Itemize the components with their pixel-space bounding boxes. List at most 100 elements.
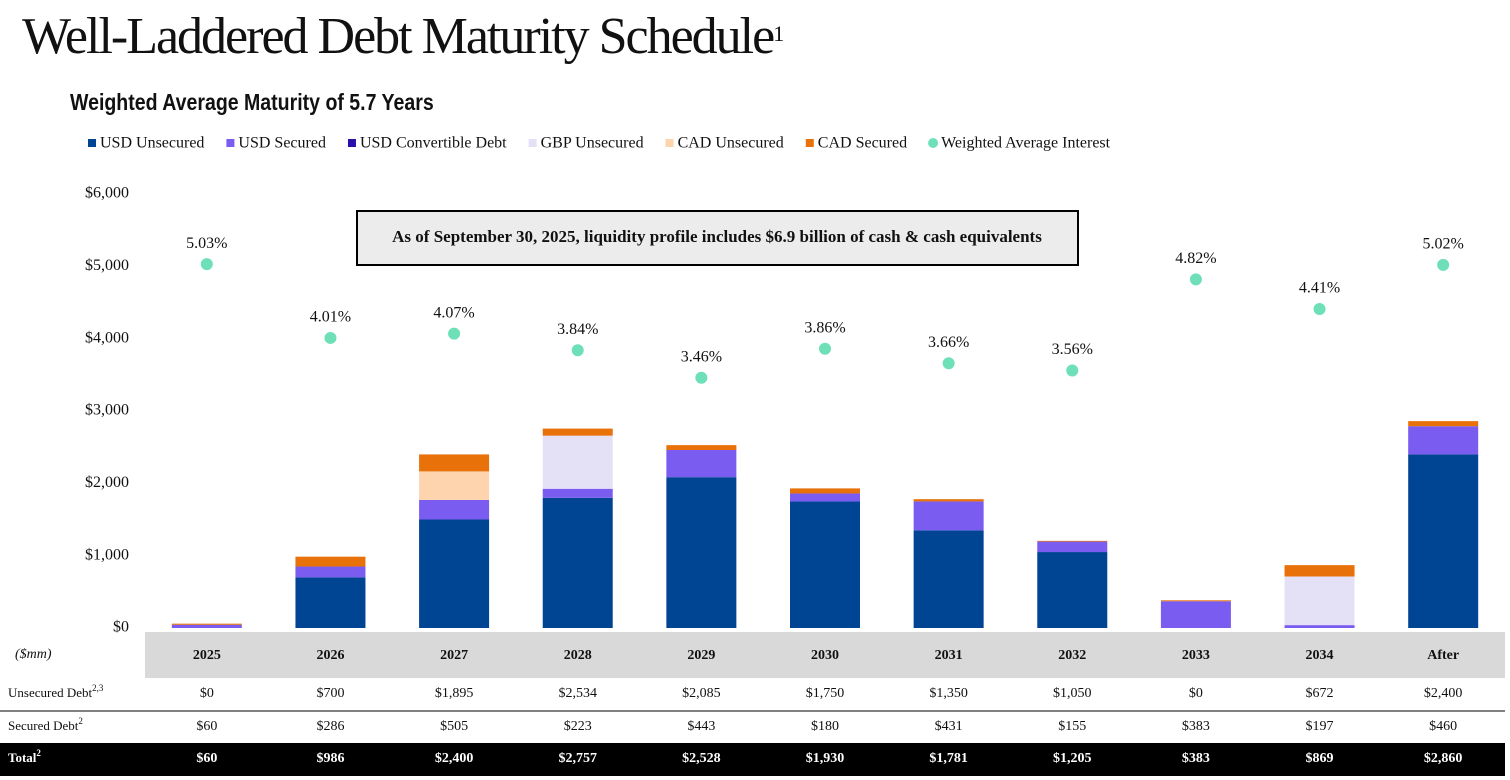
y-tick-label: $2,000 xyxy=(85,474,129,491)
data-label: 4.82% xyxy=(1175,250,1216,267)
bar-segment xyxy=(542,428,613,436)
bar-segment xyxy=(1408,421,1479,427)
bar-segment xyxy=(666,449,737,478)
total-row-bg xyxy=(0,743,1505,776)
row-label: Unsecured Debt2,3 xyxy=(8,683,104,700)
bar-segment xyxy=(542,488,613,498)
bar-segment xyxy=(1160,601,1231,628)
table-cell: $60 xyxy=(196,719,217,734)
table-cell: $2,400 xyxy=(1424,686,1463,701)
table-cell: $2,400 xyxy=(435,751,474,766)
y-tick-label: $0 xyxy=(113,619,129,636)
bar-segment xyxy=(1037,541,1108,553)
table-cell: $223 xyxy=(564,719,592,734)
table-cell: $155 xyxy=(1058,719,1086,734)
table-cell: $0 xyxy=(1189,686,1203,701)
x-tick-label: 2033 xyxy=(1182,648,1210,663)
interest-dot xyxy=(571,344,584,357)
legend-label: USD Unsecured xyxy=(100,135,204,152)
table-cell: $2,860 xyxy=(1424,751,1463,766)
row-label-note: 2,3 xyxy=(92,683,104,693)
annotation: As of September 30, 2025, liquidity prof… xyxy=(392,227,1042,246)
bar-segment xyxy=(419,471,490,500)
bar-segment xyxy=(171,624,242,628)
table-cell: $460 xyxy=(1429,719,1457,734)
x-tick-label: 2026 xyxy=(316,648,344,663)
legend-marker xyxy=(88,139,96,147)
table-cell: $1,050 xyxy=(1053,686,1092,701)
y-tick-label: $3,000 xyxy=(85,402,129,419)
table-cell: $1,205 xyxy=(1053,751,1092,766)
data-label: 3.56% xyxy=(1052,341,1093,358)
bar-segment xyxy=(666,477,737,628)
chart-title: Well-Laddered Debt Maturity Schedule xyxy=(22,8,774,65)
bar-segment xyxy=(1037,540,1108,542)
bar-segment xyxy=(419,519,490,628)
table-cell: $383 xyxy=(1182,751,1210,766)
table-cell: $286 xyxy=(316,719,344,734)
x-tick-label: 2027 xyxy=(440,648,468,663)
chart-title-group: Well-Laddered Debt Maturity Schedule1 xyxy=(22,8,783,65)
interest-dot xyxy=(1313,303,1326,316)
interest-dot xyxy=(1189,273,1202,286)
table-cell: $672 xyxy=(1306,686,1334,701)
y-tick-label: $1,000 xyxy=(85,546,129,563)
bar-segment xyxy=(295,556,366,567)
data-label: 5.03% xyxy=(186,235,227,252)
y-tick-label: $4,000 xyxy=(85,329,129,346)
legend-marker xyxy=(528,139,537,147)
legend-marker xyxy=(347,139,356,147)
table-cell: $197 xyxy=(1306,719,1334,734)
data-label: 3.66% xyxy=(928,334,969,351)
bar-segment xyxy=(1284,565,1355,577)
table-cell: $986 xyxy=(316,751,344,766)
interest-dot xyxy=(324,331,337,344)
chart-subtitle: Weighted Average Maturity of 5.7 Years xyxy=(70,90,434,116)
table-cell: $2,534 xyxy=(558,686,597,701)
table-cell: $1,895 xyxy=(435,686,474,701)
legend-label: CAD Secured xyxy=(818,135,907,152)
data-label: 5.02% xyxy=(1423,236,1464,253)
row-label-text: Total xyxy=(8,750,37,765)
table-cell: $700 xyxy=(316,686,344,701)
table-cell: $383 xyxy=(1182,719,1210,734)
bar-segment xyxy=(295,577,366,628)
table-cell: $1,350 xyxy=(929,686,968,701)
table-cell: $443 xyxy=(687,719,715,734)
interest-dot xyxy=(448,327,461,340)
table-cell: $431 xyxy=(935,719,963,734)
bar-segment xyxy=(913,530,984,628)
legend-label: USD Secured xyxy=(238,135,326,152)
bar-segment xyxy=(790,493,860,502)
table-cell: $1,930 xyxy=(806,751,845,766)
table-cell: $0 xyxy=(200,686,214,701)
table-cell: $1,781 xyxy=(929,751,968,766)
data-label: 4.07% xyxy=(433,304,474,321)
y-tick-label: $5,000 xyxy=(85,257,129,274)
table-cell: $869 xyxy=(1306,751,1334,766)
bar-segment xyxy=(419,454,490,472)
row-label-note: 2 xyxy=(78,716,83,726)
bar-segment xyxy=(542,435,613,489)
bar-segment xyxy=(1284,625,1355,628)
bar-segment xyxy=(913,501,984,531)
x-tick-label: 2031 xyxy=(935,648,963,663)
annotation-box xyxy=(356,210,1079,266)
bar-segment xyxy=(1408,426,1479,455)
legend-label: CAD Unsecured xyxy=(678,135,784,152)
table-cell: $2,085 xyxy=(682,686,721,701)
bar-segment xyxy=(295,566,366,578)
table-header-bg xyxy=(145,632,1505,678)
data-label: 4.01% xyxy=(310,309,351,326)
x-tick-label: 2028 xyxy=(564,648,592,663)
data-label: 4.41% xyxy=(1299,280,1340,297)
bar-segment xyxy=(1037,552,1108,628)
bar-segment xyxy=(542,497,613,628)
bar-segment xyxy=(913,499,984,502)
table-cell: $180 xyxy=(811,719,839,734)
row-label: Secured Debt2 xyxy=(8,716,83,733)
legend-marker xyxy=(805,139,814,147)
row-label-text: Unsecured Debt xyxy=(8,685,92,700)
legend-marker xyxy=(665,139,674,147)
